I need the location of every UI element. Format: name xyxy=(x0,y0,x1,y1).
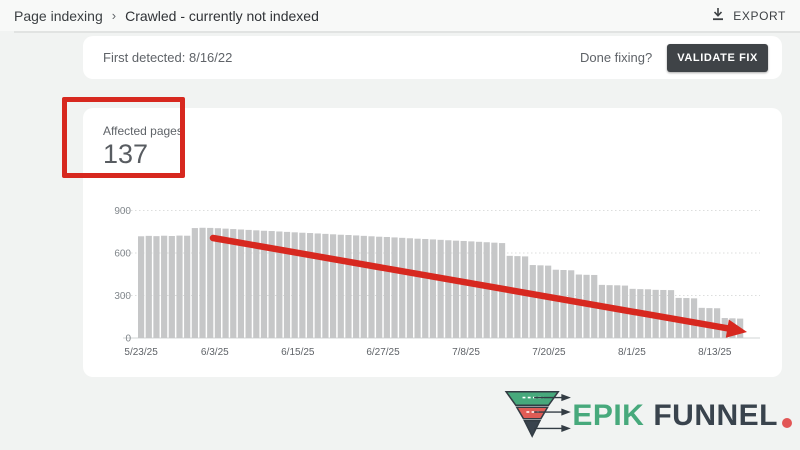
svg-text:7/20/25: 7/20/25 xyxy=(532,347,566,358)
svg-text:6/15/25: 6/15/25 xyxy=(281,347,315,358)
first-detected-text: First detected: 8/16/22 xyxy=(103,50,233,65)
chart-bars xyxy=(138,227,744,339)
svg-text:8/13/25: 8/13/25 xyxy=(698,347,732,358)
validate-fix-button[interactable]: VALIDATE FIX xyxy=(667,43,768,72)
affected-pages-label: Affected pages xyxy=(103,124,183,138)
svg-text:300: 300 xyxy=(114,291,131,302)
affected-pages-count: 137 xyxy=(103,139,149,169)
svg-text:6/27/25: 6/27/25 xyxy=(366,347,400,358)
highlight-box-annotation xyxy=(62,97,185,178)
affected-pages-card: Affected pages 137 0 300 600 900 5/23/25 6/3/… xyxy=(83,108,782,377)
svg-text:5/23/25: 5/23/25 xyxy=(124,347,158,358)
logo-period-dot xyxy=(782,417,792,428)
svg-text:6/3/25: 6/3/25 xyxy=(201,347,229,358)
svg-text:0: 0 xyxy=(125,334,131,345)
svg-text:8/1/25: 8/1/25 xyxy=(618,347,646,358)
svg-text:900: 900 xyxy=(114,206,131,217)
epik-funnel-logo: EPIK FUNNEL xyxy=(503,386,792,445)
funnel-icon xyxy=(503,386,572,445)
svg-text:600: 600 xyxy=(114,249,131,260)
affected-pages-chart: 0 300 600 900 5/23/25 6/3/25 6/15/25 6/27/25 7/8… xyxy=(114,206,760,358)
chevron-right-icon: › xyxy=(111,8,117,23)
logo-text-funnel: FUNNEL xyxy=(653,398,778,432)
logo-text-epik: EPIK xyxy=(572,398,645,432)
validation-card: First detected: 8/16/22 Done fixing? VAL… xyxy=(83,36,782,79)
export-button[interactable]: EXPORT xyxy=(711,0,786,31)
fix-group: Done fixing? VALIDATE FIX xyxy=(579,43,768,72)
breadcrumb-page-indexing[interactable]: Page indexing xyxy=(14,7,103,24)
breadcrumb-current-page: Crawled - currently not indexed xyxy=(125,7,319,24)
chart-axis-labels: 0 300 600 900 5/23/25 6/3/25 6/15/25 6/27/25 7/8… xyxy=(114,206,732,358)
decline-arrow-annotation xyxy=(209,234,747,338)
header-divider xyxy=(14,31,800,33)
breadcrumb: Page indexing › Crawled - currently not … xyxy=(14,0,319,31)
export-label: EXPORT xyxy=(733,8,786,23)
svg-text:7/8/25: 7/8/25 xyxy=(452,347,480,358)
done-fixing-label: Done fixing? xyxy=(579,50,653,65)
top-header-bar xyxy=(0,0,800,31)
download-icon xyxy=(711,7,725,24)
logo-wordmark: EPIK FUNNEL xyxy=(572,399,792,433)
